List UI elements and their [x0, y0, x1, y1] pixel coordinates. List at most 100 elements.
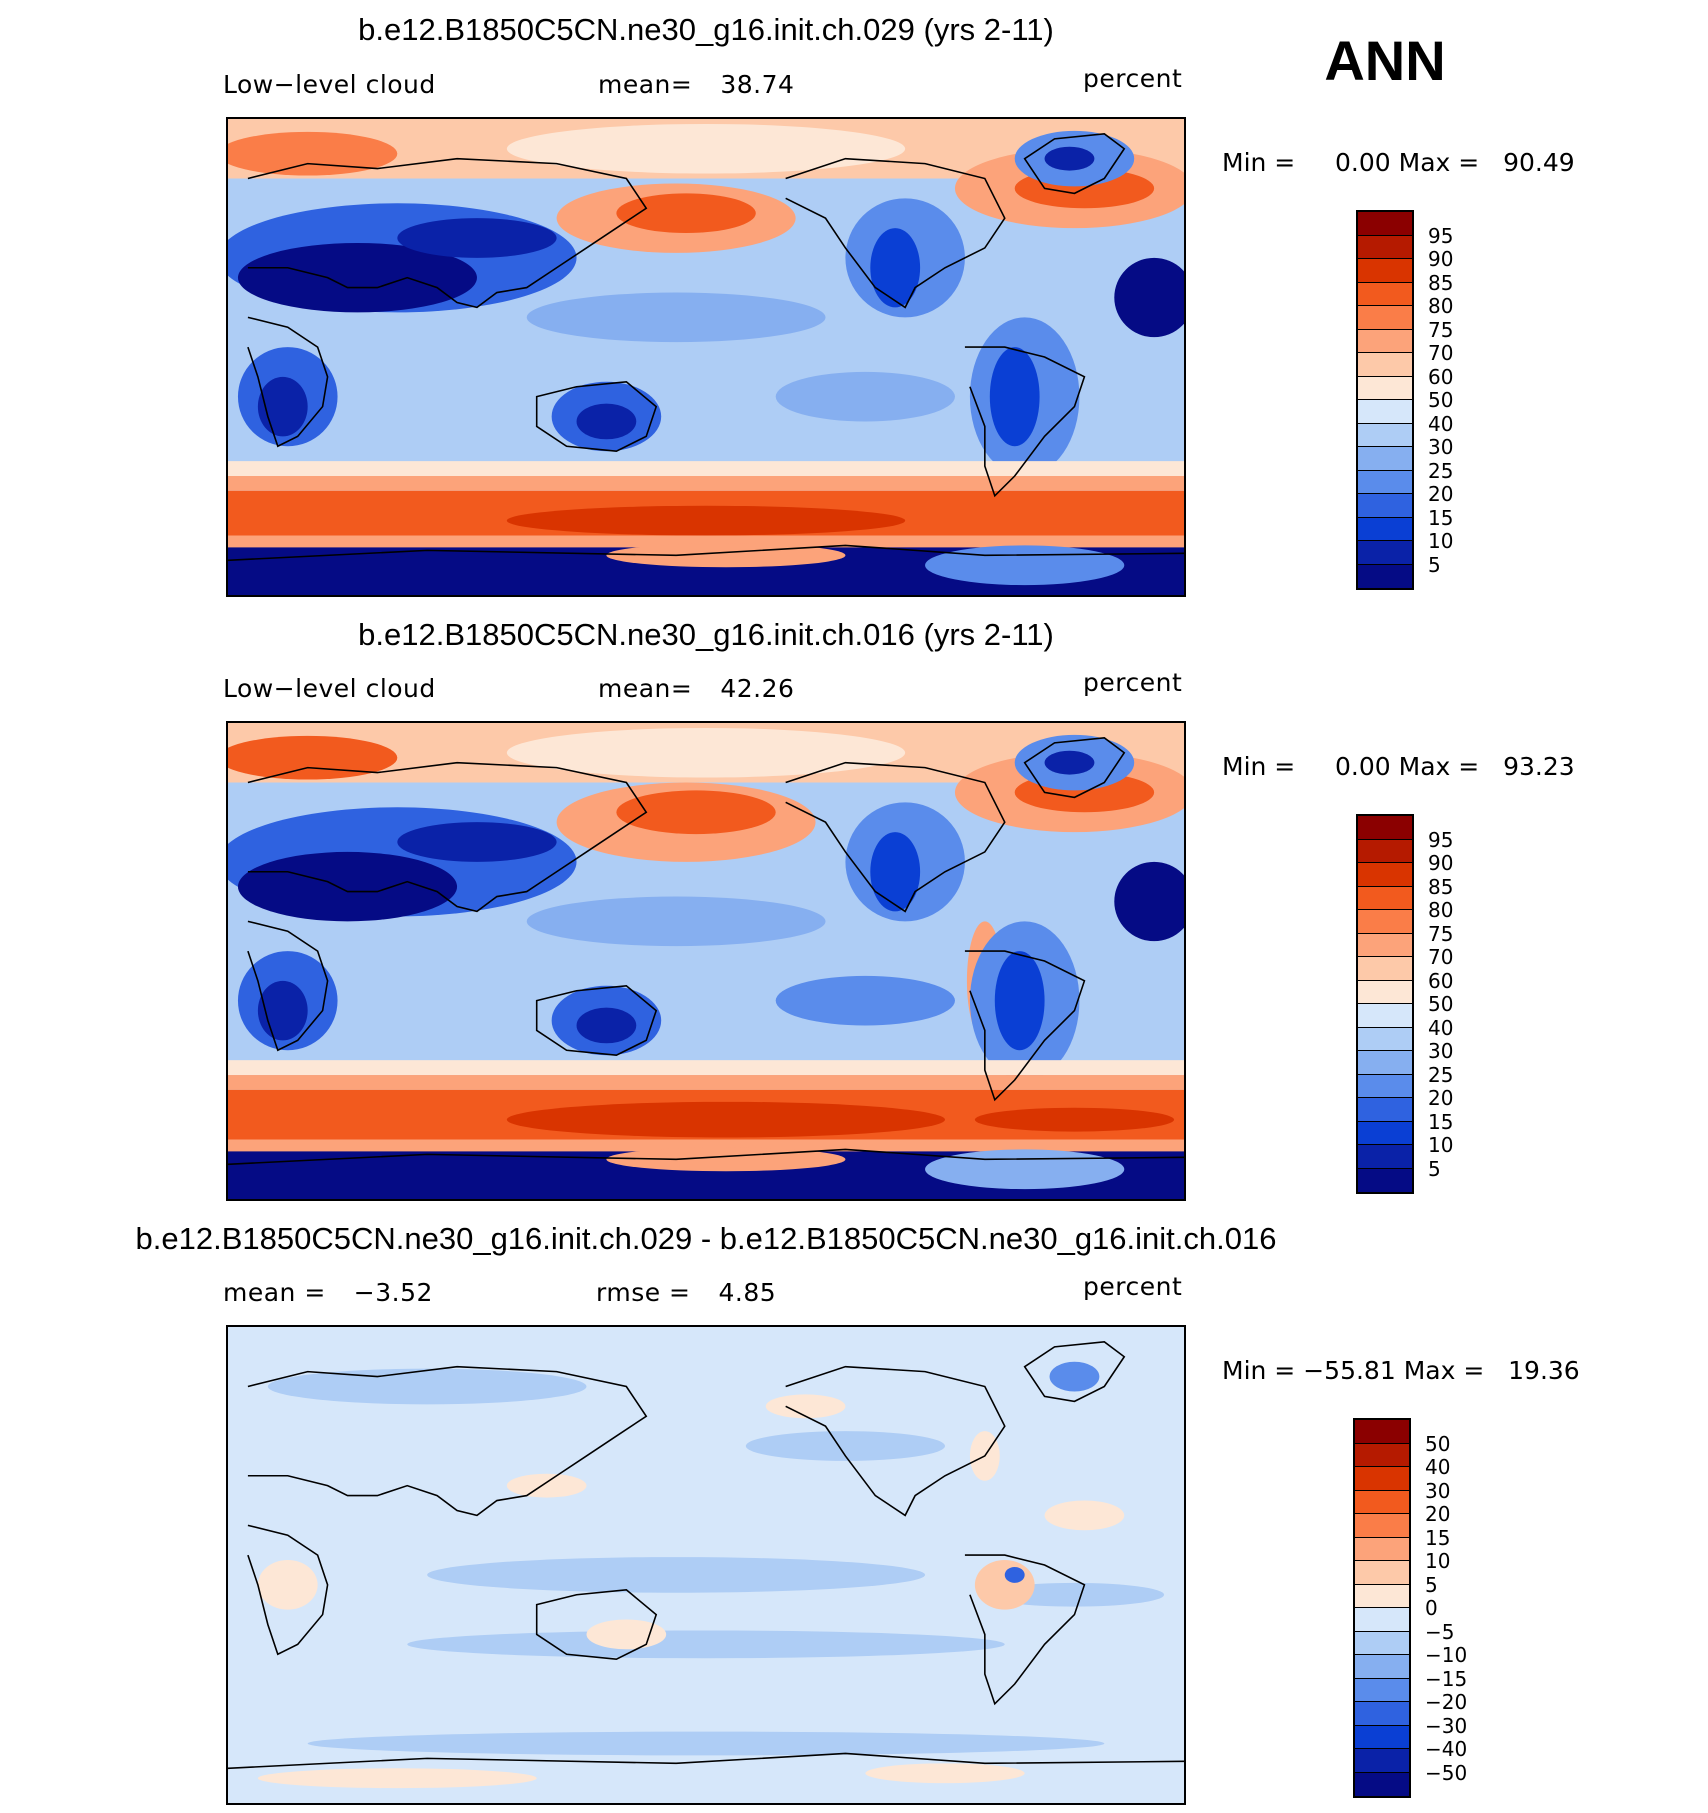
colorbar-label: 90	[1428, 247, 1454, 271]
panel3-max-value: 19.36	[1508, 1356, 1580, 1385]
panel2-colorbar	[1356, 814, 1414, 1194]
panel2-map	[226, 721, 1186, 1201]
colorbar-label: 80	[1428, 898, 1454, 922]
season-label: ANN	[1324, 29, 1446, 92]
colorbar-segment	[1358, 259, 1412, 283]
colorbar-segment	[1358, 910, 1412, 934]
colorbar-segment	[1355, 1749, 1409, 1773]
panel3-mean-label: mean =	[223, 1278, 326, 1307]
colorbar-label: 5	[1428, 1156, 1441, 1181]
colorbar-segment	[1355, 1561, 1409, 1585]
panel3-colorbar	[1353, 1418, 1411, 1798]
colorbar-segment	[1358, 470, 1412, 494]
colorbar-label: 70	[1428, 945, 1454, 969]
colorbar-label: −15	[1425, 1666, 1468, 1691]
colorbar-segment	[1358, 957, 1412, 981]
panel2-max-label: Max =	[1398, 752, 1480, 781]
panel3-map	[226, 1325, 1186, 1805]
colorbar-label: 30	[1428, 435, 1454, 459]
colorbar-label: 10	[1425, 1549, 1451, 1573]
colorbar-segment	[1358, 564, 1412, 588]
panel3-units: percent	[1083, 1272, 1183, 1301]
colorbar-label: 75	[1428, 317, 1454, 342]
panel2-mean-value: 42.26	[720, 674, 795, 703]
colorbar-segment	[1358, 212, 1412, 236]
panel2-variable-label: Low−level cloud	[223, 674, 436, 703]
panel2-minmax: Min = 0.00 Max = 93.23	[1222, 752, 1575, 781]
colorbar-segment	[1355, 1443, 1409, 1467]
colorbar-label: 40	[1428, 411, 1454, 436]
colorbar-segment	[1358, 1098, 1412, 1122]
colorbar-segment	[1358, 1074, 1412, 1098]
panel1-max-value: 90.49	[1503, 148, 1575, 177]
colorbar-label: −30	[1425, 1713, 1468, 1738]
colorbar-label: 15	[1428, 505, 1454, 530]
panel1-variable-label: Low−level cloud	[223, 70, 436, 99]
panel3-rmse: rmse = 4.85	[596, 1278, 776, 1307]
colorbar-label: 80	[1428, 294, 1454, 318]
panel1-min-value: 0.00	[1335, 148, 1391, 177]
colorbar-segment	[1358, 1121, 1412, 1145]
colorbar-label: 30	[1428, 1039, 1454, 1063]
panel1-units: percent	[1083, 64, 1183, 93]
colorbar-label: 10	[1428, 1133, 1454, 1157]
colorbar-label: 50	[1428, 992, 1454, 1016]
colorbar-label: 85	[1428, 270, 1454, 295]
colorbar-segment	[1358, 447, 1412, 471]
colorbar-segment	[1358, 816, 1412, 840]
colorbar-segment	[1355, 1608, 1409, 1632]
colorbar-label: 70	[1428, 341, 1454, 365]
colorbar-label: −20	[1425, 1690, 1468, 1714]
colorbar-segment	[1358, 423, 1412, 447]
panel2-min-value: 0.00	[1335, 752, 1391, 781]
colorbar-label: 15	[1428, 1109, 1454, 1134]
panel3-min-value: −55.81	[1303, 1356, 1396, 1385]
colorbar-label: 5	[1425, 1572, 1438, 1597]
panel2-mean: mean= 42.26	[598, 674, 794, 703]
panel1-mean: mean= 38.74	[598, 70, 794, 99]
panel2-mean-label: mean=	[598, 674, 693, 703]
panel2-max-value: 93.23	[1503, 752, 1575, 781]
colorbar-label: 30	[1425, 1478, 1451, 1503]
colorbar-segment	[1355, 1678, 1409, 1702]
panel1-map	[226, 117, 1186, 597]
colorbar-segment	[1355, 1702, 1409, 1726]
colorbar-segment	[1355, 1490, 1409, 1514]
colorbar-label: −10	[1425, 1643, 1468, 1667]
panel2-map-field	[228, 723, 1184, 1199]
panel1-map-field	[228, 119, 1184, 595]
colorbar-segment	[1358, 1004, 1412, 1028]
colorbar-segment	[1358, 494, 1412, 518]
colorbar-segment	[1358, 517, 1412, 541]
panel1-mean-value: 38.74	[720, 70, 795, 99]
panel2-title: b.e12.B1850C5CN.ne30_g16.init.ch.016 (yr…	[358, 617, 1054, 652]
colorbar-segment	[1355, 1514, 1409, 1538]
colorbar-label: 60	[1428, 968, 1454, 993]
colorbar-segment	[1358, 1168, 1412, 1192]
panel1-minmax: Min = 0.00 Max = 90.49	[1222, 148, 1575, 177]
colorbar-label: 25	[1428, 458, 1454, 483]
panel1-title: b.e12.B1850C5CN.ne30_g16.init.ch.029 (yr…	[358, 12, 1054, 47]
panel1-mean-label: mean=	[598, 70, 693, 99]
colorbar-label: 10	[1428, 529, 1454, 553]
panel3-rmse-label: rmse =	[596, 1278, 691, 1307]
colorbar-segment	[1355, 1655, 1409, 1679]
colorbar-segment	[1358, 1027, 1412, 1051]
panel3-mean: mean = −3.52	[223, 1278, 433, 1307]
colorbar-segment	[1358, 376, 1412, 400]
colorbar-segment	[1358, 863, 1412, 887]
panel1-max-label: Max =	[1398, 148, 1480, 177]
colorbar-label: 95	[1428, 827, 1454, 852]
colorbar-segment	[1355, 1420, 1409, 1444]
colorbar-label: 0	[1425, 1596, 1438, 1620]
panel3-max-label: Max =	[1403, 1356, 1485, 1385]
colorbar-label: 20	[1428, 1086, 1454, 1110]
colorbar-label: 60	[1428, 364, 1454, 389]
colorbar-label: 85	[1428, 874, 1454, 899]
colorbar-label: −40	[1425, 1737, 1468, 1761]
colorbar-segment	[1358, 400, 1412, 424]
colorbar-segment	[1355, 1631, 1409, 1655]
colorbar-segment	[1358, 1145, 1412, 1169]
colorbar-segment	[1358, 933, 1412, 957]
colorbar-segment	[1358, 235, 1412, 259]
